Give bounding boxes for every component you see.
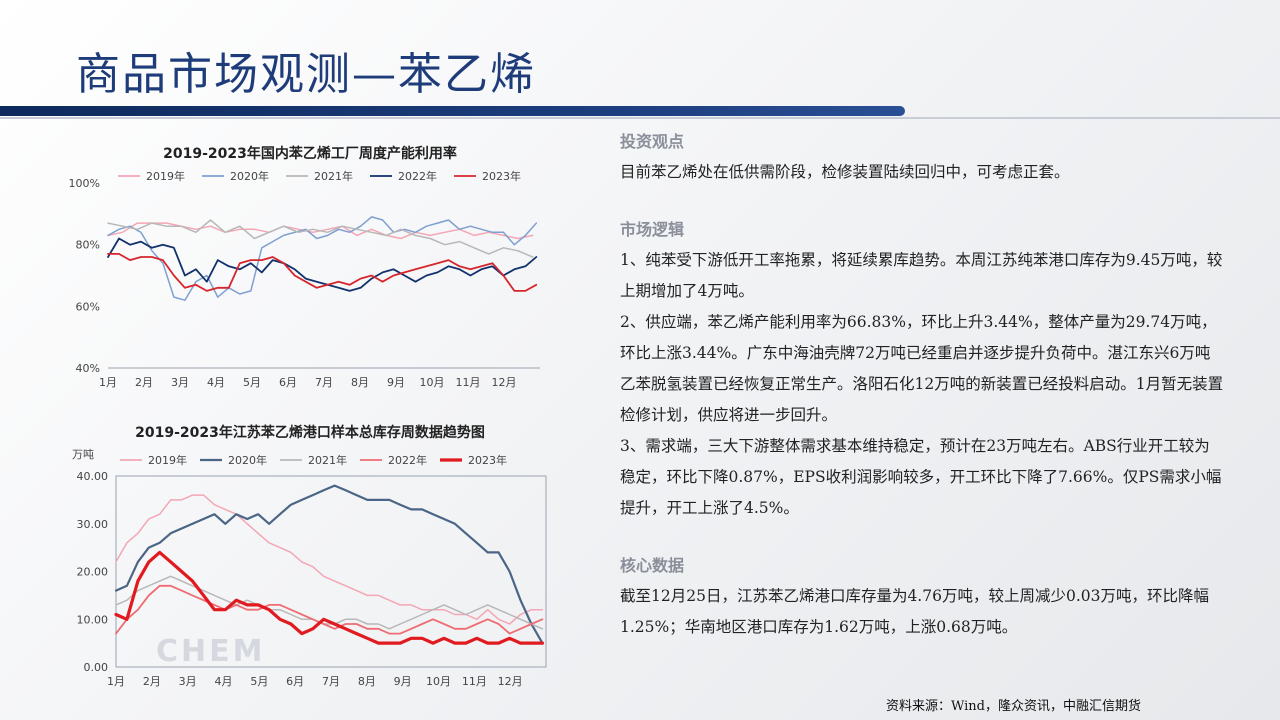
legend-label: 2021年 <box>314 169 353 183</box>
x-tick-label: 9月 <box>394 675 412 688</box>
x-tick-label: 8月 <box>351 376 369 389</box>
data-source: 资料来源：Wind，隆众资讯，中融汇信期货 <box>886 699 1141 714</box>
legend-label: 2022年 <box>398 169 437 183</box>
chart-title: 2019-2023年江苏苯乙烯港口样本总库存周数据趋势图 <box>135 424 485 441</box>
legend-label: 2023年 <box>482 169 521 183</box>
legend-label: 2022年 <box>388 453 427 467</box>
x-tick-label: 3月 <box>179 675 197 688</box>
x-tick-label: 1月 <box>99 376 117 389</box>
chart-title: 2019-2023年国内苯乙烯工厂周度产能利用率 <box>163 145 457 162</box>
port-inventory-chart: 2019-2023年江苏苯乙烯港口样本总库存周数据趋势图 2019年 2020年 20… <box>72 424 547 688</box>
y-tick-label: 40% <box>76 362 100 375</box>
x-tick-label: 10月 <box>426 675 451 688</box>
y-tick-label: 40.00 <box>77 470 109 483</box>
x-tick-label: 11月 <box>456 376 481 389</box>
core-data-text: 截至12月25日，江苏苯乙烯港口库存量为4.76万吨，较上周减少0.03万吨，环… <box>620 587 1209 636</box>
x-tick-label: 5月 <box>243 376 261 389</box>
series-line-2020 <box>107 216 538 301</box>
y-tick-label: 80% <box>76 239 100 252</box>
x-tick-label: 7月 <box>322 675 340 688</box>
x-tick-label: 12月 <box>492 376 517 389</box>
logic-point-3: 3、需求端，三大下游整体需求基本维持稳定，预计在23万吨左右。ABS行业开工较为… <box>620 437 1222 517</box>
slide-title: 商品市场观测—苯乙烯 <box>76 49 536 100</box>
series-line-2020 <box>114 484 544 645</box>
x-tick-label: 6月 <box>279 376 297 389</box>
logic-point-2: 2、供应端，苯乙烯产能利用率为66.83%，环比上升3.44%，整体产量为29.… <box>620 313 1224 424</box>
x-tick-label: 5月 <box>250 675 268 688</box>
y-tick-label: 0.00 <box>84 661 109 674</box>
x-tick-label: 1月 <box>107 675 125 688</box>
x-tick-label: 9月 <box>387 376 405 389</box>
logic-point-1: 1、纯苯受下游低开工率拖累，将延续累库趋势。本周江苏纯苯港口库存为9.45万吨，… <box>620 251 1223 300</box>
x-tick-label: 8月 <box>358 675 376 688</box>
title-bar <box>0 106 905 116</box>
x-tick-label: 10月 <box>420 376 445 389</box>
series-line-2022 <box>115 584 544 635</box>
legend-label: 2023年 <box>468 453 507 467</box>
x-tick-label: 12月 <box>498 675 523 688</box>
x-tick-label: 7月 <box>315 376 333 389</box>
title-divider <box>0 117 1280 119</box>
series-line-2021 <box>115 575 544 630</box>
core-data-heading: 核心数据 <box>620 556 685 575</box>
logic-heading: 市场逻辑 <box>620 220 685 239</box>
plot-frame <box>115 475 547 668</box>
x-tick-label: 6月 <box>286 675 304 688</box>
legend-label: 2021年 <box>308 453 347 467</box>
x-tick-label: 4月 <box>207 376 225 389</box>
y-tick-label: 100% <box>69 177 100 190</box>
y-tick-label: 60% <box>76 300 100 313</box>
y-tick-label: 10.00 <box>77 613 109 626</box>
x-tick-label: 2月 <box>135 376 153 389</box>
view-text: 目前苯乙烯处在低供需阶段，检修装置陆续回归中，可考虑正套。 <box>620 163 1070 181</box>
series-line-2023 <box>107 253 538 292</box>
legend-label: 2019年 <box>148 453 187 467</box>
watermark: CHEM <box>156 634 265 669</box>
capacity-utilization-chart: 2019-2023年国内苯乙烯工厂周度产能利用率 2019年 2020年 2021年 2… <box>69 145 540 389</box>
series-line-2019 <box>115 494 544 625</box>
x-tick-label: 2月 <box>143 675 161 688</box>
y-axis-unit: 万吨 <box>72 448 94 461</box>
legend-label: 2019年 <box>146 169 185 183</box>
analysis-panel: 投资观点 目前苯乙烯处在低供需阶段，检修装置陆续回归中，可考虑正套。 市场逻辑 … <box>620 126 1225 643</box>
series-line-2022 <box>107 237 538 292</box>
x-tick-label: 11月 <box>462 675 487 688</box>
series-line-2021 <box>107 219 534 258</box>
legend-label: 2020年 <box>230 169 269 183</box>
x-tick-label: 3月 <box>171 376 189 389</box>
legend-label: 2020年 <box>228 453 267 467</box>
series-line-2023 <box>114 550 544 645</box>
y-tick-label: 30.00 <box>77 518 109 531</box>
view-heading: 投资观点 <box>620 132 685 151</box>
y-tick-label: 20.00 <box>77 566 109 579</box>
x-tick-label: 4月 <box>215 675 233 688</box>
